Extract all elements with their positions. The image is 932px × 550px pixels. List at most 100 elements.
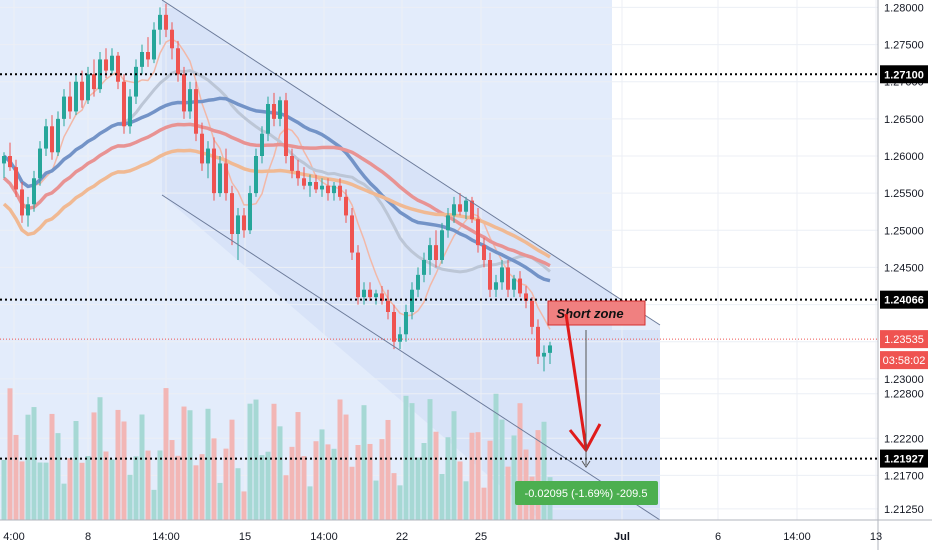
volume-bar — [223, 448, 229, 520]
candles — [2, 3, 552, 372]
volume-bar — [439, 473, 445, 520]
volume-bar — [109, 459, 115, 520]
candle-body — [446, 215, 450, 231]
time-axis[interactable]: 4:00 8 14:00 15 14:00 22 25 Jul 6 14:00 13 — [3, 531, 882, 543]
volume-bar — [199, 454, 205, 520]
volume-bar — [169, 440, 175, 520]
ma-blue-line — [2, 96, 551, 283]
volume-bars — [1, 388, 553, 520]
volume-bar — [253, 399, 259, 520]
candle-body — [140, 52, 144, 67]
candle-body — [242, 215, 246, 231]
candle-body — [212, 148, 216, 194]
volume-bar — [463, 481, 469, 520]
candle-body — [164, 14, 168, 30]
price-labels: 1.27100 1.24066 1.21927 1.23535 03:58:02 — [880, 65, 928, 468]
candle-body — [302, 178, 306, 186]
volume-bar — [229, 419, 235, 520]
volume-bar — [451, 411, 457, 520]
volume-bar — [289, 446, 295, 520]
candle-body — [452, 204, 456, 216]
candle-body — [338, 185, 342, 197]
candle-body — [170, 29, 174, 49]
candle-body — [224, 163, 228, 194]
countdown-tag — [880, 351, 928, 370]
volume-bar — [469, 432, 475, 520]
y-tick-label: 1.24500 — [884, 262, 924, 274]
candle-body — [518, 278, 522, 294]
volume-bar — [103, 451, 109, 520]
measure-label-box[interactable] — [515, 481, 658, 505]
volume-bar — [79, 462, 85, 520]
volume-bar — [457, 461, 463, 520]
candle-body — [122, 81, 126, 127]
candle-body — [410, 289, 414, 312]
volume-bar — [283, 475, 289, 520]
volume-bar — [541, 421, 547, 520]
candle-body — [548, 345, 552, 353]
channel-upper-line[interactable] — [161, 0, 661, 326]
candle-body — [524, 293, 528, 301]
candle-body — [14, 167, 18, 190]
y-tick-label: 1.22200 — [884, 433, 924, 445]
candle-body — [530, 300, 534, 327]
volume-bar — [7, 388, 13, 520]
volume-bar — [13, 434, 19, 520]
candle-body — [26, 204, 30, 216]
candle-body — [44, 126, 48, 149]
volume-bar — [127, 474, 133, 520]
candle-body — [38, 148, 42, 179]
x-tick-label: Jul — [614, 531, 630, 543]
ma-orange-line — [2, 148, 551, 259]
volume-bar — [331, 448, 337, 520]
candle-body — [494, 282, 498, 290]
volume-bar — [301, 456, 307, 520]
candle-body — [158, 14, 162, 30]
volume-bar — [367, 443, 373, 520]
volume-bar — [73, 421, 79, 520]
volume-bar — [397, 485, 403, 520]
channel-lower-line[interactable] — [161, 194, 661, 521]
candle-body — [230, 193, 234, 234]
projection-arrow — [564, 313, 588, 449]
candle-body — [332, 185, 336, 194]
volume-bar — [313, 441, 319, 520]
y-tick-label: 1.23000 — [884, 374, 924, 386]
volume-bar — [277, 426, 283, 520]
candle-body — [62, 96, 66, 119]
candle-body — [476, 219, 480, 246]
volume-bar — [259, 455, 265, 520]
volume-bar — [247, 403, 253, 520]
candle-body — [398, 334, 402, 342]
level-price-label: 1.27100 — [884, 69, 924, 81]
volume-bar — [505, 466, 511, 520]
volume-bar — [217, 482, 223, 520]
volume-bar — [37, 462, 43, 520]
y-tick-label: 1.27500 — [884, 40, 924, 52]
candle-body — [260, 133, 264, 156]
candle-body — [416, 274, 420, 290]
volume-bar — [211, 438, 217, 520]
candle-body — [392, 312, 396, 342]
candle-body — [50, 126, 54, 153]
volume-bar — [115, 409, 121, 520]
volume-bar — [325, 444, 331, 520]
volume-bar — [193, 465, 199, 520]
volume-bar — [67, 458, 73, 520]
ma-red-line — [2, 122, 551, 268]
candle-body — [362, 289, 366, 298]
volume-bar — [181, 406, 187, 520]
candle-body — [92, 74, 96, 90]
moving-averages — [2, 38, 551, 330]
level-price-label: 1.24066 — [884, 295, 924, 307]
volume-bar — [499, 419, 505, 520]
volume-bar — [25, 414, 31, 520]
candle-body — [128, 96, 132, 127]
short-zone-box[interactable] — [547, 300, 646, 326]
volume-bar — [187, 410, 193, 520]
volume-bar — [409, 403, 415, 520]
y-tick-label: 1.21250 — [884, 504, 924, 516]
volume-bar — [295, 412, 301, 520]
volume-bar — [445, 437, 451, 520]
